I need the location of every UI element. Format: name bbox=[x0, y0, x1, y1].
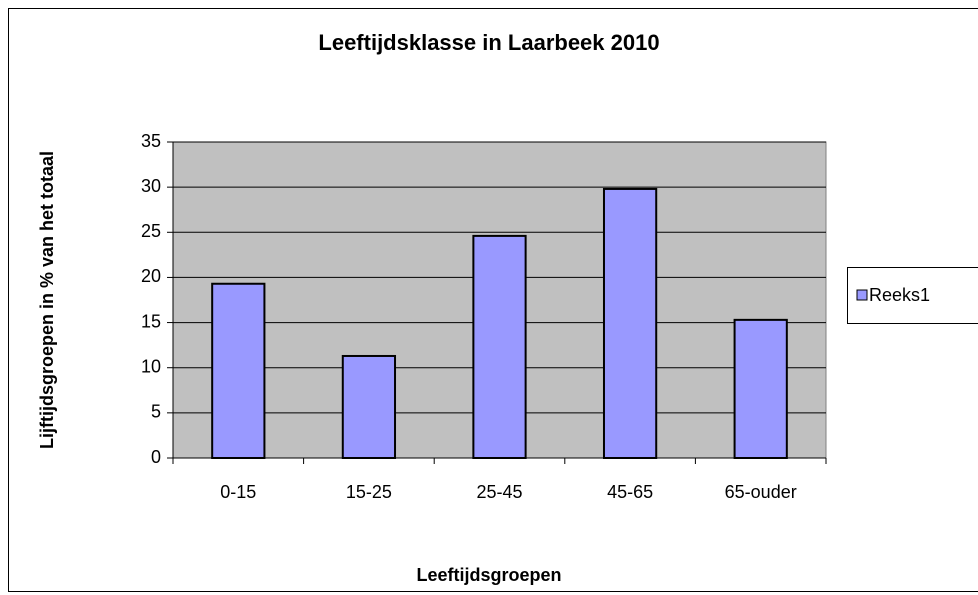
x-tick-label: 15-25 bbox=[346, 482, 392, 502]
y-tick-label: 15 bbox=[141, 311, 161, 331]
chart-title: Leeftijdsklasse in Laarbeek 2010 bbox=[318, 30, 659, 55]
x-axis-label: Leeftijdsgroepen bbox=[416, 565, 561, 585]
x-tick-label: 25-45 bbox=[476, 482, 522, 502]
x-tick-label: 65-ouder bbox=[725, 482, 797, 502]
bar bbox=[341, 354, 397, 459]
y-tick-label: 30 bbox=[141, 176, 161, 196]
y-tick-label: 20 bbox=[141, 266, 161, 286]
y-tick-label: 10 bbox=[141, 356, 161, 376]
bar bbox=[602, 187, 658, 459]
y-tick-label: 25 bbox=[141, 221, 161, 241]
y-tick-label: 0 bbox=[151, 447, 161, 467]
x-tick-label: 0-15 bbox=[220, 482, 256, 502]
bar bbox=[211, 282, 266, 459]
legend-label: Reeks1 bbox=[869, 285, 930, 305]
x-tick-label: 45-65 bbox=[607, 482, 653, 502]
y-tick-label: 35 bbox=[141, 131, 161, 151]
legend-box bbox=[847, 267, 978, 324]
legend-swatch bbox=[856, 289, 868, 301]
y-tick-label: 5 bbox=[151, 402, 161, 422]
bar bbox=[733, 318, 788, 459]
bar bbox=[472, 234, 527, 459]
y-axis-label: Lijftijdsgroepen in % van het totaal bbox=[37, 151, 57, 449]
